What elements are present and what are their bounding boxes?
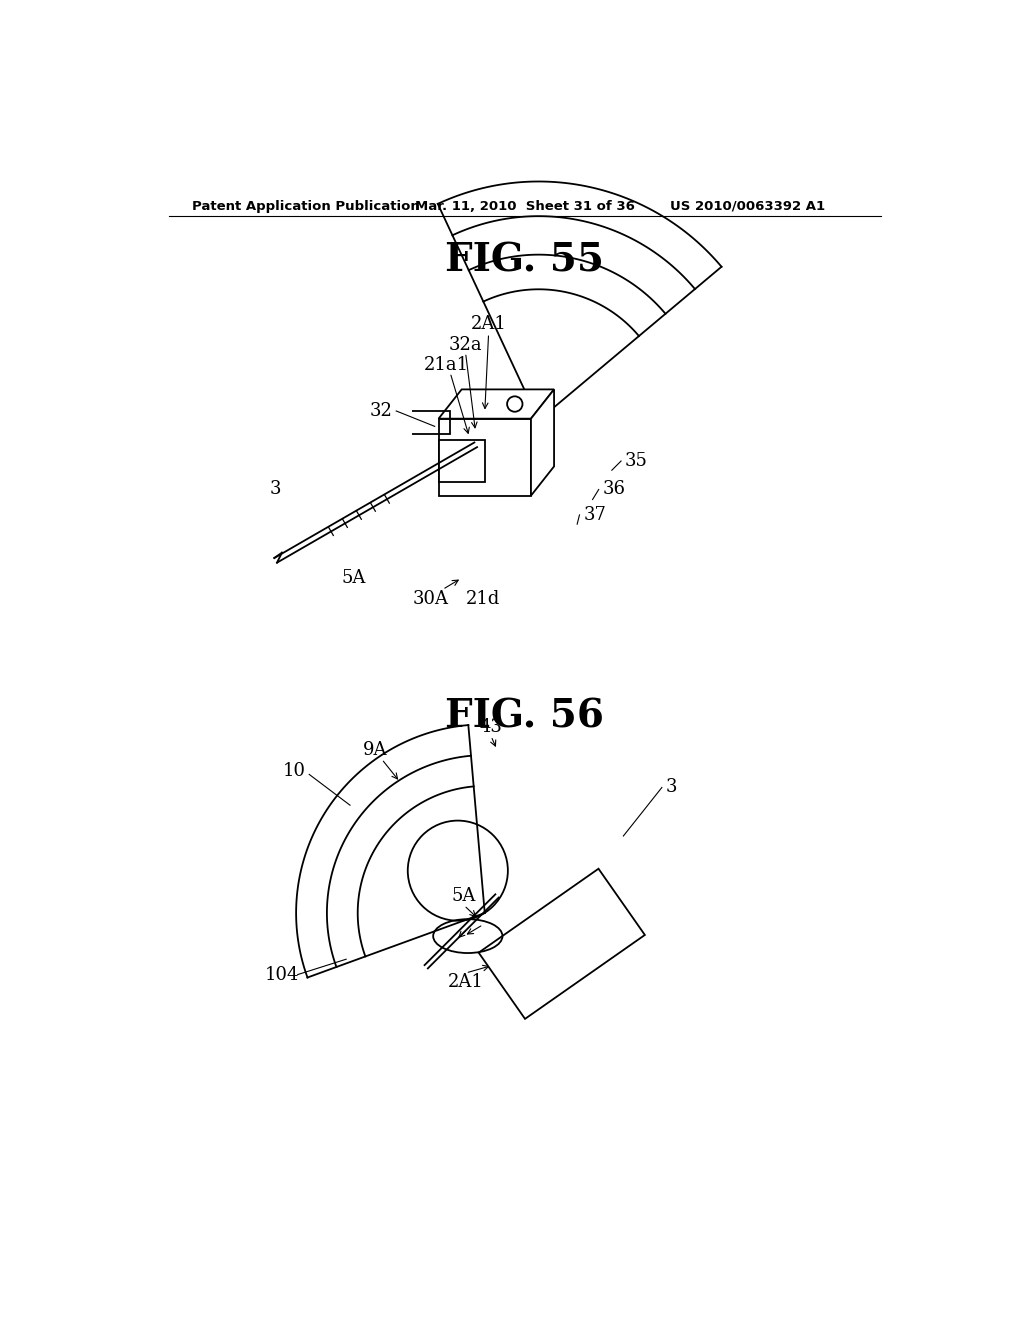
Text: US 2010/0063392 A1: US 2010/0063392 A1 <box>670 199 824 213</box>
Polygon shape <box>438 418 531 496</box>
Text: 36: 36 <box>602 480 626 499</box>
Text: Patent Application Publication: Patent Application Publication <box>193 199 420 213</box>
Text: 2A1: 2A1 <box>447 973 483 991</box>
Polygon shape <box>438 389 554 418</box>
Polygon shape <box>478 869 645 1019</box>
Text: Mar. 11, 2010  Sheet 31 of 36: Mar. 11, 2010 Sheet 31 of 36 <box>416 199 635 213</box>
Polygon shape <box>438 440 484 482</box>
Text: 5A: 5A <box>452 887 476 906</box>
Polygon shape <box>531 389 554 496</box>
Text: 5A: 5A <box>342 569 366 587</box>
Text: 43: 43 <box>479 718 503 735</box>
Text: 9A: 9A <box>364 741 388 759</box>
Text: 37: 37 <box>584 506 606 524</box>
Text: FIG. 55: FIG. 55 <box>445 242 604 280</box>
Text: 21a1: 21a1 <box>424 356 469 374</box>
Text: 3: 3 <box>666 779 677 796</box>
Text: 104: 104 <box>265 966 299 983</box>
Text: 21d: 21d <box>466 590 501 607</box>
Text: 3: 3 <box>269 480 281 499</box>
Text: 2A1: 2A1 <box>471 315 507 333</box>
Text: 32: 32 <box>370 403 392 420</box>
Text: 32a: 32a <box>449 335 482 354</box>
Text: 35: 35 <box>625 451 648 470</box>
Text: 10: 10 <box>283 762 305 780</box>
Text: FIG. 56: FIG. 56 <box>445 697 604 735</box>
Text: 30A: 30A <box>413 590 449 607</box>
